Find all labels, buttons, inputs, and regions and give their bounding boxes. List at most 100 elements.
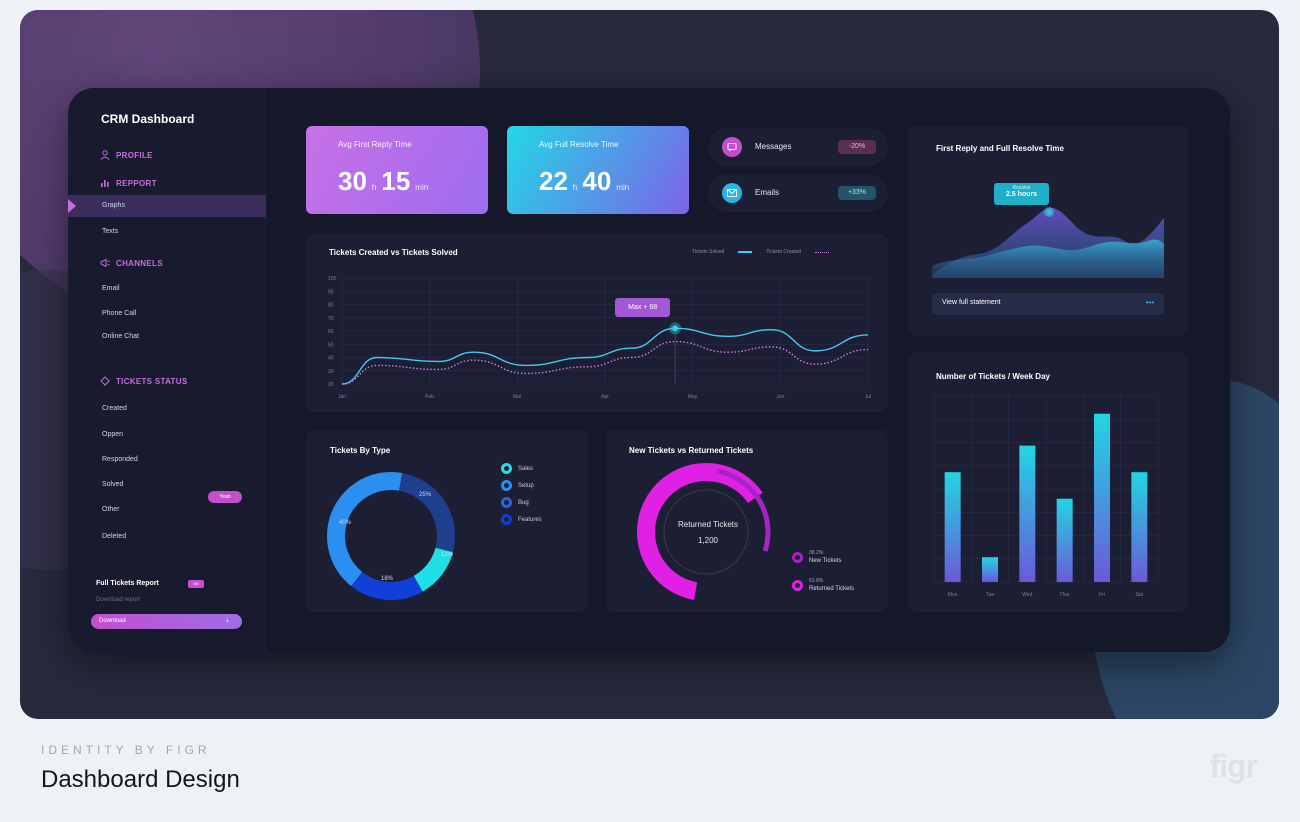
megaphone-icon xyxy=(100,258,110,268)
donut-chart: 25% 12% 40% 18% xyxy=(327,472,455,600)
legend-pct: 63.8% xyxy=(809,578,824,584)
ring-slice-returned-tickets xyxy=(637,463,775,601)
legend-item-features: Features xyxy=(501,514,542,525)
x-tick-label: Tue xyxy=(986,592,995,598)
y-tick-label: 50 xyxy=(328,342,334,348)
full-report-subtitle: Download report xyxy=(96,597,141,603)
legend-item: 38.2% New Tickets xyxy=(792,549,854,565)
bar-mon xyxy=(944,472,961,582)
series-line-tickets-created xyxy=(341,340,869,385)
link-label: View full statement xyxy=(942,299,1001,306)
stat-badge: -20% xyxy=(838,140,876,154)
sidebar-item-graphs[interactable]: Graphs xyxy=(68,195,266,217)
legend-name: New Tickets xyxy=(809,558,842,564)
x-tick-label: Mon xyxy=(948,592,958,598)
sidebar-section-report[interactable]: REPPORT xyxy=(100,178,157,188)
x-tick-label: Apr xyxy=(601,394,609,400)
ring-inner-outline xyxy=(663,489,749,575)
legend-label: Features xyxy=(518,516,542,523)
view-statement-link[interactable]: View full statement ••• xyxy=(932,293,1164,315)
stat-badge: +33% xyxy=(838,186,876,200)
sidebar-section-channels[interactable]: CHANNELS xyxy=(100,258,163,268)
download-button[interactable]: Download ⇣ xyxy=(91,614,242,629)
kpi-minutes: 40 xyxy=(582,166,612,196)
line-chart: 20 30 40 50 60 70 80 90 100 Jan Feb Mar Apr May Jun Jul xyxy=(328,276,871,400)
emails-stat[interactable]: Emails +33% xyxy=(708,174,888,212)
legend-ring xyxy=(792,579,803,591)
y-tick-label: 100 xyxy=(328,276,337,282)
legend-ring xyxy=(501,463,512,474)
highlight-point xyxy=(672,325,679,332)
donut-legend: Sales Setup Bug Features xyxy=(501,463,542,531)
kpi-hours-unit: h xyxy=(572,183,578,192)
download-label: Download xyxy=(99,618,126,624)
legend-item: 63.8% Returned Tickets xyxy=(792,577,854,593)
bar-fri xyxy=(1094,413,1110,582)
sidebar: CRM Dashboard PROFILE REPPORT Graphs Tex… xyxy=(68,88,266,652)
legend-item-setup: Setup xyxy=(501,480,542,491)
x-tick-label: Mar xyxy=(513,394,522,400)
kpi-minutes: 15 xyxy=(381,166,411,196)
sidebar-section-profile[interactable]: PROFILE xyxy=(100,150,153,160)
legend-name: Returned Tickets xyxy=(809,586,855,592)
legend-label: Setup xyxy=(518,482,534,489)
legend-label: Bug xyxy=(518,499,529,506)
kpi-hours: 22 xyxy=(539,166,568,196)
bar-thur xyxy=(1056,498,1073,582)
legend-text: 38.2% New Tickets xyxy=(809,549,841,565)
y-tick-label: 40 xyxy=(328,356,334,362)
panel-title: Number of Tickets / Week Day xyxy=(936,372,1050,381)
tickets-by-type-panel: Tickets By Type 25% 12% 40% 18% Sales Setup B… xyxy=(306,430,588,612)
bar-wed xyxy=(1019,445,1036,582)
footer-title: Dashboard Design xyxy=(41,766,240,793)
sidebar-item-texts[interactable]: Texts xyxy=(102,228,119,235)
full-report-title: Full Tickets Report xyxy=(96,580,159,587)
email-icon xyxy=(722,183,742,203)
tickets-line-chart-panel: Tickets Created vs Tickets Solved Ticket… xyxy=(306,234,888,412)
sidebar-item-deleted[interactable]: Deleted xyxy=(102,533,127,540)
x-tick-label: Jun xyxy=(776,394,784,400)
bar-sat xyxy=(1131,472,1148,582)
sidebar-section-tickets-status[interactable]: TICKETS STATUS xyxy=(100,376,187,386)
panel-title: Tickets Created vs Tickets Solved xyxy=(329,248,458,257)
ring-slice-new-tickets xyxy=(641,467,771,597)
legend-ring xyxy=(792,551,803,563)
y-tick-label: 30 xyxy=(328,369,334,375)
footer-tag: IDENTITY BY FIGR xyxy=(41,743,211,757)
line-chart-tooltip: Max + 68 xyxy=(615,298,671,318)
messages-stat[interactable]: Messages -20% xyxy=(708,128,888,166)
donut-data-label: 40% xyxy=(339,520,352,526)
kpi-hours-unit: h xyxy=(371,183,377,192)
kpi-value: 22 h 40 min xyxy=(539,166,634,197)
legend-text: 63.8% Returned Tickets xyxy=(809,577,854,593)
new-vs-returned-panel: New Tickets vs Returned Tickets Returned… xyxy=(606,430,888,612)
sidebar-item-created[interactable]: Created xyxy=(102,405,127,412)
y-tick-label: 80 xyxy=(328,303,334,309)
sidebar-item-solved[interactable]: Solved xyxy=(102,481,124,488)
area-tooltip: Resolve 2.5 hours xyxy=(994,183,1049,205)
sidebar-item-phone-call[interactable]: Phone Call xyxy=(102,310,137,317)
sidebar-item-online-chat[interactable]: Online Chat xyxy=(102,333,139,340)
legend-solved-swatch xyxy=(738,251,753,253)
brand-title: CRM Dashboard xyxy=(101,112,195,126)
ring-center-value: 1,200 xyxy=(697,536,719,545)
stat-name: Messages xyxy=(755,142,792,151)
x-tick-label: Thur xyxy=(1060,592,1071,598)
sidebar-item-other[interactable]: Other xyxy=(102,506,120,513)
tooltip-value: 2.5 hours xyxy=(1005,191,1038,198)
panel-title: Tickets By Type xyxy=(330,446,391,455)
user-icon xyxy=(100,150,110,160)
tickets-by-weekday-panel: Number of Tickets / Week Day Mon Tue Wed Th… xyxy=(908,352,1188,612)
sidebar-item-open[interactable]: Oppen xyxy=(102,431,124,438)
section-label: PROFILE xyxy=(116,150,153,160)
panel-title: New Tickets vs Returned Tickets xyxy=(629,446,754,455)
donut-data-label: 25% xyxy=(419,492,432,498)
legend-created: Tickets Created xyxy=(766,249,802,255)
x-tick-label: May xyxy=(688,394,698,400)
legend-created-swatch xyxy=(815,251,830,253)
sidebar-item-responded[interactable]: Responded xyxy=(102,456,138,463)
line-chart-legend: Tickets Solved Tickets Created xyxy=(692,249,830,255)
area-series-front xyxy=(932,239,1164,278)
full-report-badge: NE xyxy=(188,580,204,588)
sidebar-item-email[interactable]: Email xyxy=(102,285,120,292)
